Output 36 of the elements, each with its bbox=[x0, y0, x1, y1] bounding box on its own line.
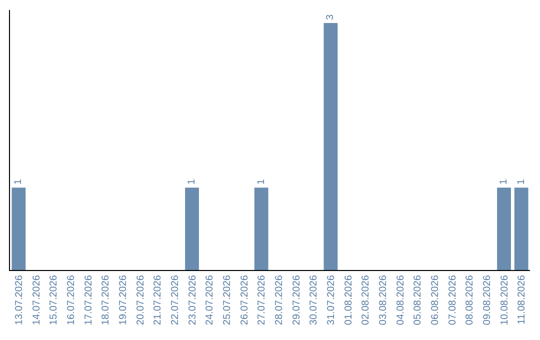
x-tick-label: 08.08.2026 bbox=[464, 274, 476, 326]
data-label: 3 bbox=[325, 14, 336, 20]
data-label: 1 bbox=[186, 178, 198, 185]
x-tick-label: 19.07.2026 bbox=[118, 274, 129, 326]
x-tick-label: 05.08.2026 bbox=[412, 274, 424, 326]
x-tick-label: 20.07.2026 bbox=[135, 274, 146, 326]
x-tick-label: 13.07.2026 bbox=[14, 274, 25, 326]
x-tick-label: 04.08.2026 bbox=[395, 274, 406, 326]
x-tick-label: 11.08.2026 bbox=[516, 274, 528, 324]
x-tick-label: 15.07.2026 bbox=[48, 274, 60, 326]
x-tick-label: 14.07.2026 bbox=[31, 274, 42, 326]
data-label: 1 bbox=[13, 178, 24, 185]
x-tick-label: 26.07.2026 bbox=[239, 274, 250, 326]
x-tick-label: 07.08.2026 bbox=[447, 274, 458, 326]
data-label: 1 bbox=[256, 178, 267, 185]
x-tick-label: 09.08.2026 bbox=[482, 274, 493, 326]
x-tick-label: 01.08.2026 bbox=[343, 274, 354, 326]
x-tick-label: 02.08.2026 bbox=[360, 274, 372, 326]
x-tick-label: 21.07.2026 bbox=[152, 274, 164, 326]
x-tick-label: 27.07.2026 bbox=[256, 274, 268, 326]
x-tick-label: 23.07.2026 bbox=[187, 274, 198, 326]
x-tick-label: 28.07.2026 bbox=[274, 274, 285, 326]
x-tick-label: 29.07.2026 bbox=[291, 274, 302, 326]
x-tick-label: 17.07.2026 bbox=[83, 274, 94, 326]
x-tick-label: 16.07.2026 bbox=[66, 274, 77, 326]
data-label: 1 bbox=[516, 178, 527, 185]
x-tick-label: 30.07.2026 bbox=[308, 274, 320, 326]
x-tick-label: 31.07.2026 bbox=[326, 274, 337, 326]
x-tick-label: 06.08.2026 bbox=[430, 274, 441, 326]
x-tick-label: 22.07.2026 bbox=[170, 274, 181, 326]
x-tick-label: 18.07.2026 bbox=[100, 274, 112, 326]
x-tick-label: 10.08.2026 bbox=[499, 274, 510, 326]
x-tick-label: 24.07.2026 bbox=[204, 274, 216, 326]
x-tick-label: 25.07.2026 bbox=[222, 274, 233, 326]
x-tick-label: 03.08.2026 bbox=[378, 274, 389, 326]
data-label: 1 bbox=[498, 178, 510, 185]
